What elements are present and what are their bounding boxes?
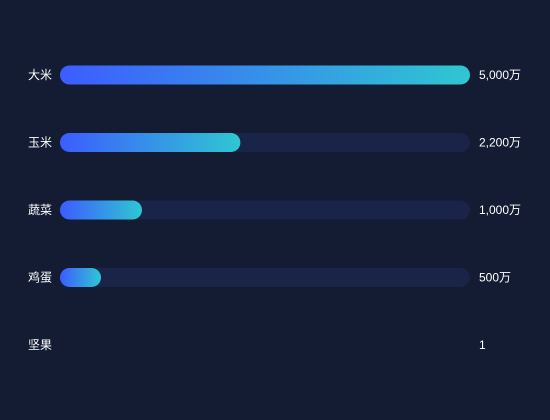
category-label: 鸡蛋 (28, 270, 52, 285)
bar-track (60, 268, 470, 287)
bar (60, 200, 142, 220)
value-label: 1,000万 (479, 203, 521, 217)
value-label: 500万 (479, 271, 511, 285)
value-label: 1 (479, 338, 486, 352)
category-label: 玉米 (28, 136, 52, 150)
value-label: 5,000万 (479, 68, 521, 82)
bar (60, 133, 241, 152)
bar (60, 65, 470, 85)
value-label: 2,200万 (479, 136, 521, 150)
bar-row: 蔬菜 1,000万 (28, 200, 521, 220)
category-label: 坚果 (28, 338, 52, 352)
bar-row: 玉米 2,200万 (28, 133, 521, 152)
bar-row: 坚果 1 (28, 338, 486, 352)
category-label: 蔬菜 (28, 203, 52, 217)
category-label: 大米 (28, 68, 52, 82)
bar-track (60, 200, 470, 220)
bar-row: 大米 5,000万 (28, 65, 521, 85)
bar (60, 268, 101, 287)
bar-row: 鸡蛋 500万 (28, 268, 511, 287)
